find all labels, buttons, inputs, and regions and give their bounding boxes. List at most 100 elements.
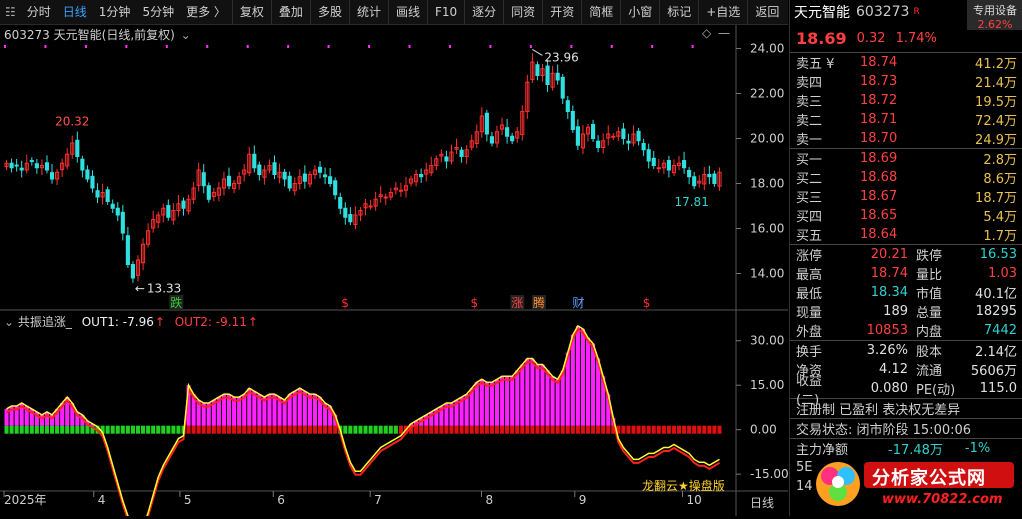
ask-row[interactable]: 卖三 18.72 19.5万 — [790, 91, 1022, 110]
candle — [676, 162, 682, 166]
indicator-bar — [464, 394, 469, 426]
tab-1min[interactable]: 1分钟 — [98, 5, 131, 19]
signal-block — [105, 425, 110, 434]
signal-block — [323, 425, 328, 434]
ask-row[interactable]: 卖一 18.70 24.9万 — [790, 129, 1022, 148]
candle — [656, 167, 661, 170]
indicator-name[interactable]: 共振追涨_ — [17, 315, 72, 329]
indicator-bar — [545, 370, 550, 426]
kline-chart[interactable]: 23.96 ← 13.33 20.32 17.81 跌 $ $ 涨腾 财 $ 2025年 4 5 6 7 8 9… — [0, 25, 788, 516]
overlay-button[interactable]: 叠加 — [270, 0, 310, 24]
candle — [697, 180, 702, 184]
event-tag-box — [169, 295, 184, 309]
candle — [55, 171, 60, 180]
signal-block — [580, 425, 585, 434]
candle — [368, 205, 373, 208]
signal-block — [682, 425, 687, 434]
bid-row[interactable]: 买一 18.69 2.8万 — [790, 149, 1022, 168]
indicator-bar — [550, 376, 555, 426]
x-tick-label: 7 — [374, 493, 382, 507]
candle — [580, 133, 586, 149]
indicator-bar — [232, 397, 237, 426]
indicator-bar — [560, 370, 565, 426]
indicator-bar — [530, 358, 535, 426]
mark-button[interactable]: 标记 — [659, 0, 698, 24]
ask-row[interactable]: 卖二 18.71 72.4万 — [790, 110, 1022, 129]
stat-value: 18295 — [975, 304, 1017, 319]
candle — [520, 111, 525, 135]
y-tick-label: 14.00 — [750, 267, 784, 281]
ask-row[interactable]: 卖四 18.73 21.4万 — [790, 72, 1022, 91]
ask-row[interactable]: 卖五 ¥ 18.74 41.2万 — [790, 53, 1022, 72]
stat-label: 现量 — [796, 306, 823, 321]
open-capital-button[interactable]: 开资 — [542, 0, 581, 24]
grid-menu-icon[interactable]: ☷ — [5, 5, 16, 19]
price-row: 18.69 0.32 1.74% — [790, 24, 1022, 52]
event-tag: $ — [470, 296, 478, 310]
main-flow-label: 主力净额 — [796, 443, 849, 458]
candle — [9, 162, 14, 169]
multi-stock-button[interactable]: 多股 — [309, 0, 349, 24]
signal-block — [282, 425, 287, 434]
tab-intraday[interactable]: 分时 — [26, 5, 51, 19]
indicator-bar — [515, 370, 520, 426]
stat-value: 4.12 — [879, 362, 908, 377]
candle — [408, 178, 414, 184]
signal-block — [156, 425, 161, 434]
signal-block — [166, 425, 171, 434]
diamond-icon[interactable]: ◇ — [702, 26, 712, 40]
candle — [105, 189, 110, 203]
tab-more[interactable]: 更多 〉 — [186, 5, 226, 19]
chevron-down-icon[interactable]: ⌄ — [180, 28, 191, 42]
tab-5min[interactable]: 5分钟 — [142, 5, 175, 19]
minimize-icon[interactable]: — — [718, 26, 730, 40]
stat-value: 189 — [883, 304, 908, 319]
signal-block — [687, 425, 692, 434]
tab-daily[interactable]: 日线 — [62, 5, 87, 19]
tick-button[interactable]: 逐分 — [464, 0, 503, 24]
stat-row: 涨停 20.21 跌停 16.53 — [790, 245, 1022, 264]
simple-frame-button[interactable]: 简框 — [581, 0, 620, 24]
candle — [687, 169, 692, 178]
candle — [100, 192, 105, 198]
y-tick-label: 16.00 — [750, 222, 784, 236]
add-watchlist-button[interactable]: +自选 — [698, 0, 747, 24]
out1-arrow-icon: ↑ — [154, 315, 165, 329]
bid-price: 18.67 — [860, 189, 898, 204]
bid-row[interactable]: 买五 18.64 1.7万 — [790, 225, 1022, 244]
bid-row[interactable]: 买三 18.67 18.7万 — [790, 187, 1022, 206]
chart-area[interactable]: 23.96 ← 13.33 20.32 17.81 跌 $ $ 涨腾 财 $ 2025年 4 5 6 7 8 9… — [0, 25, 788, 516]
y-tick-label: 24.00 — [750, 42, 784, 56]
small-window-button[interactable]: 小窗 — [620, 0, 659, 24]
signal-block — [368, 425, 373, 434]
candle — [242, 169, 247, 175]
x-tick-label: 10 — [687, 493, 702, 507]
candle — [252, 153, 257, 169]
indicator-bar — [19, 403, 24, 426]
signal-block — [211, 425, 216, 434]
indicator-bar — [494, 379, 500, 426]
stat-value: 2.14亿 — [975, 345, 1017, 360]
indicator-bar — [525, 358, 530, 426]
restore-rights-button[interactable]: 复权 — [231, 0, 271, 24]
statistics-button[interactable]: 统计 — [348, 0, 388, 24]
signal-block — [409, 425, 414, 434]
signal-block — [161, 425, 166, 434]
sub-y-tick-label: 15.00 — [750, 378, 784, 392]
same-capital-button[interactable]: 同资 — [503, 0, 542, 24]
price-change: 0.32 — [856, 30, 886, 46]
out2-line — [6, 328, 720, 516]
f10-button[interactable]: F10 — [426, 0, 464, 24]
chevron-down-icon[interactable]: ⌄ — [4, 315, 15, 329]
candle — [211, 192, 216, 198]
bid-row[interactable]: 买四 18.65 5.4万 — [790, 206, 1022, 225]
indicator-bar — [242, 394, 247, 426]
candle — [636, 130, 641, 142]
industry-badge[interactable]: 专用设备 2.62% — [967, 0, 1022, 31]
candle — [702, 174, 707, 185]
back-button[interactable]: 返回 — [747, 0, 786, 24]
draw-line-button[interactable]: 画线 — [387, 0, 427, 24]
candle — [257, 164, 262, 176]
bid-row[interactable]: 买二 18.68 8.6万 — [790, 168, 1022, 187]
stat-label: 最低 — [796, 287, 823, 302]
